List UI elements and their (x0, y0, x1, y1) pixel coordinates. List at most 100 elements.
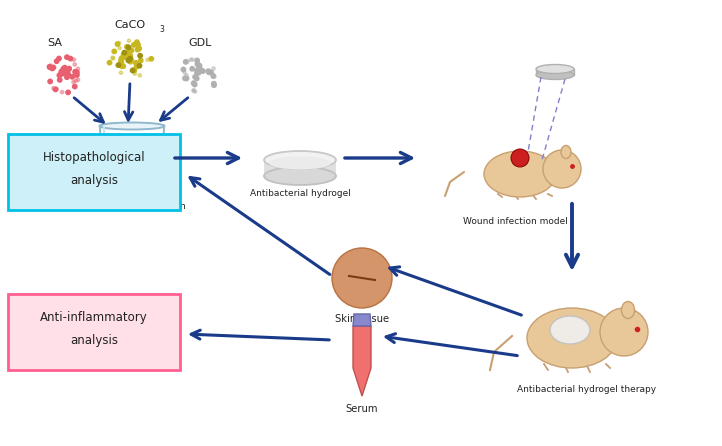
Circle shape (196, 63, 201, 67)
Circle shape (190, 66, 194, 71)
Circle shape (212, 82, 216, 86)
Circle shape (134, 61, 138, 65)
Circle shape (197, 63, 201, 68)
Circle shape (127, 55, 131, 60)
Circle shape (135, 47, 139, 52)
Ellipse shape (622, 301, 635, 318)
Circle shape (126, 56, 131, 60)
Circle shape (73, 70, 78, 74)
Circle shape (127, 56, 131, 60)
Circle shape (132, 68, 136, 73)
Circle shape (58, 78, 62, 82)
Circle shape (61, 70, 65, 75)
Circle shape (195, 70, 199, 75)
Circle shape (58, 72, 63, 76)
Circle shape (118, 41, 121, 45)
Circle shape (73, 84, 77, 89)
Text: Skin tissue: Skin tissue (335, 314, 389, 324)
Circle shape (112, 57, 115, 60)
Polygon shape (536, 69, 574, 75)
Circle shape (543, 150, 581, 188)
Circle shape (74, 70, 79, 74)
Circle shape (213, 75, 216, 78)
Circle shape (121, 64, 126, 68)
Circle shape (65, 55, 69, 59)
Circle shape (49, 64, 52, 67)
Circle shape (112, 49, 116, 54)
Circle shape (129, 57, 133, 62)
Text: 3: 3 (160, 25, 165, 34)
Circle shape (195, 62, 199, 66)
Circle shape (185, 74, 188, 77)
Circle shape (66, 67, 71, 71)
Circle shape (61, 91, 64, 94)
Text: Histopathological: Histopathological (43, 151, 145, 164)
Circle shape (127, 39, 131, 42)
Ellipse shape (269, 157, 331, 169)
Ellipse shape (536, 65, 574, 74)
Circle shape (212, 67, 215, 70)
Ellipse shape (561, 145, 571, 158)
Circle shape (191, 81, 196, 85)
Circle shape (63, 66, 67, 70)
Circle shape (52, 87, 55, 90)
Circle shape (126, 58, 131, 62)
Circle shape (53, 87, 58, 91)
Text: Antibacterial hydrogel: Antibacterial hydrogel (250, 189, 350, 198)
Circle shape (511, 149, 529, 167)
Circle shape (183, 71, 186, 74)
Ellipse shape (527, 308, 617, 368)
Circle shape (62, 69, 66, 73)
Circle shape (181, 67, 186, 72)
Circle shape (48, 65, 52, 70)
Ellipse shape (100, 123, 165, 129)
Circle shape (128, 54, 132, 59)
FancyBboxPatch shape (8, 134, 180, 210)
Circle shape (57, 56, 61, 61)
Circle shape (50, 66, 54, 70)
Circle shape (118, 46, 121, 50)
Circle shape (189, 58, 193, 61)
Circle shape (199, 68, 204, 72)
Text: Chol-37(F34-R) solution: Chol-37(F34-R) solution (79, 202, 186, 211)
Circle shape (195, 68, 199, 73)
Circle shape (196, 68, 201, 72)
Polygon shape (353, 314, 371, 326)
Circle shape (119, 64, 123, 68)
Circle shape (136, 43, 140, 47)
Text: Antibacterial hydrogel therapy: Antibacterial hydrogel therapy (518, 385, 656, 394)
Circle shape (183, 60, 188, 64)
Circle shape (194, 76, 199, 81)
Circle shape (206, 69, 211, 74)
Circle shape (184, 76, 188, 81)
Circle shape (131, 68, 136, 73)
Circle shape (332, 248, 392, 308)
Ellipse shape (264, 167, 336, 185)
Circle shape (133, 72, 136, 75)
Circle shape (122, 50, 126, 55)
Circle shape (193, 75, 197, 79)
Circle shape (193, 90, 197, 93)
Text: GDL: GDL (188, 38, 212, 48)
Circle shape (126, 56, 131, 61)
Circle shape (600, 308, 648, 356)
Circle shape (74, 73, 79, 77)
Text: Anti-inflammatory: Anti-inflammatory (40, 311, 148, 324)
Circle shape (129, 48, 134, 53)
Polygon shape (353, 326, 371, 396)
Circle shape (119, 56, 123, 61)
Circle shape (191, 58, 194, 62)
Circle shape (134, 64, 139, 69)
Circle shape (135, 40, 139, 44)
Circle shape (196, 70, 201, 75)
Circle shape (57, 73, 61, 78)
Circle shape (116, 63, 119, 67)
Text: SA: SA (48, 38, 63, 48)
Circle shape (119, 71, 123, 74)
Circle shape (137, 63, 142, 68)
Circle shape (128, 54, 133, 58)
Text: analysis: analysis (70, 174, 118, 187)
Circle shape (66, 90, 70, 95)
Circle shape (186, 60, 189, 63)
Circle shape (146, 58, 149, 62)
